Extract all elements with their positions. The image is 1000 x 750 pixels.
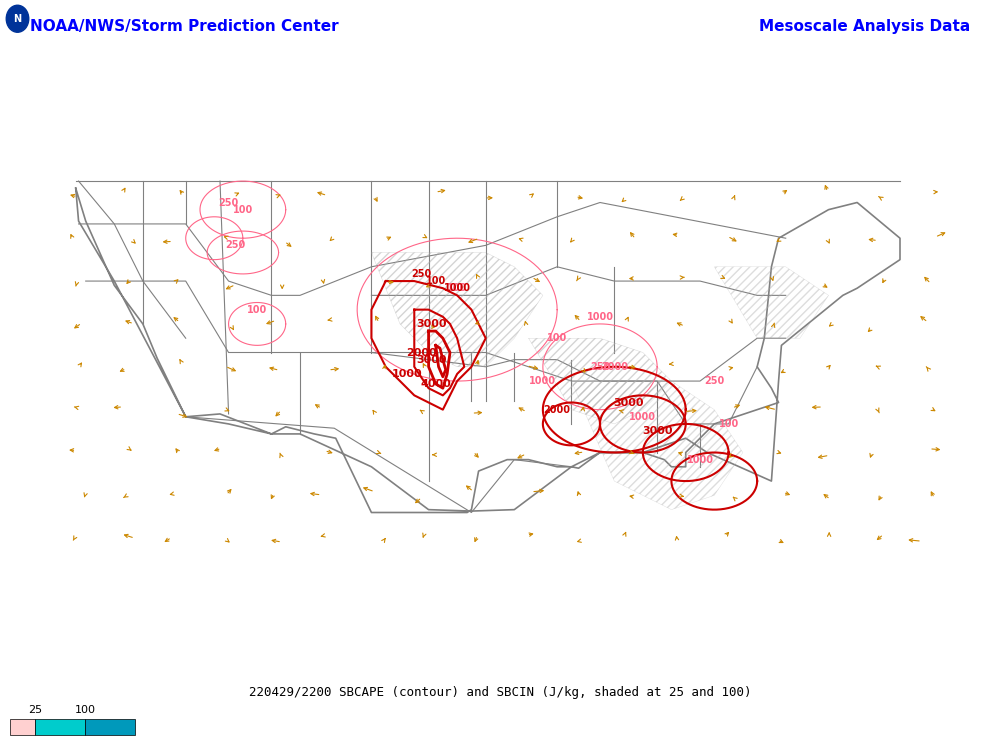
Text: 100: 100 bbox=[247, 304, 267, 315]
Text: 2000: 2000 bbox=[406, 347, 437, 358]
Text: 3000: 3000 bbox=[416, 319, 447, 329]
Text: 1000: 1000 bbox=[529, 376, 556, 386]
Text: 1000: 1000 bbox=[586, 312, 613, 322]
Text: 100: 100 bbox=[718, 419, 739, 429]
Text: 25: 25 bbox=[28, 705, 42, 715]
Text: 250: 250 bbox=[411, 269, 432, 279]
Text: 2000: 2000 bbox=[601, 362, 628, 372]
Text: 4000: 4000 bbox=[420, 379, 451, 389]
Text: NOAA/NWS/Storm Prediction Center: NOAA/NWS/Storm Prediction Center bbox=[30, 19, 339, 34]
Text: 1000: 1000 bbox=[392, 369, 422, 379]
Bar bbox=[10, 718, 35, 735]
Text: N: N bbox=[13, 13, 22, 24]
Text: 1000: 1000 bbox=[686, 454, 713, 465]
Text: 100: 100 bbox=[233, 205, 253, 214]
Text: 250: 250 bbox=[226, 240, 246, 250]
Text: 3000: 3000 bbox=[642, 426, 672, 436]
Text: Mesoscale Analysis Data: Mesoscale Analysis Data bbox=[759, 19, 970, 34]
Text: 100: 100 bbox=[547, 333, 567, 344]
Text: 250: 250 bbox=[704, 376, 724, 386]
Text: 3000: 3000 bbox=[416, 355, 447, 364]
Text: 250: 250 bbox=[590, 362, 610, 372]
Bar bbox=[35, 718, 85, 735]
Text: 1000: 1000 bbox=[629, 412, 656, 422]
Text: 250: 250 bbox=[218, 197, 239, 208]
Text: 100: 100 bbox=[447, 284, 467, 293]
Text: 100: 100 bbox=[426, 276, 446, 286]
Text: 1000: 1000 bbox=[444, 284, 471, 293]
Bar bbox=[85, 718, 135, 735]
Text: 100: 100 bbox=[74, 705, 96, 715]
Circle shape bbox=[6, 5, 29, 32]
Text: 3000: 3000 bbox=[613, 398, 644, 407]
Text: 2000: 2000 bbox=[544, 405, 571, 415]
Text: 220429/2200 SBCAPE (contour) and SBCIN (J/kg, shaded at 25 and 100): 220429/2200 SBCAPE (contour) and SBCIN (… bbox=[249, 686, 751, 699]
